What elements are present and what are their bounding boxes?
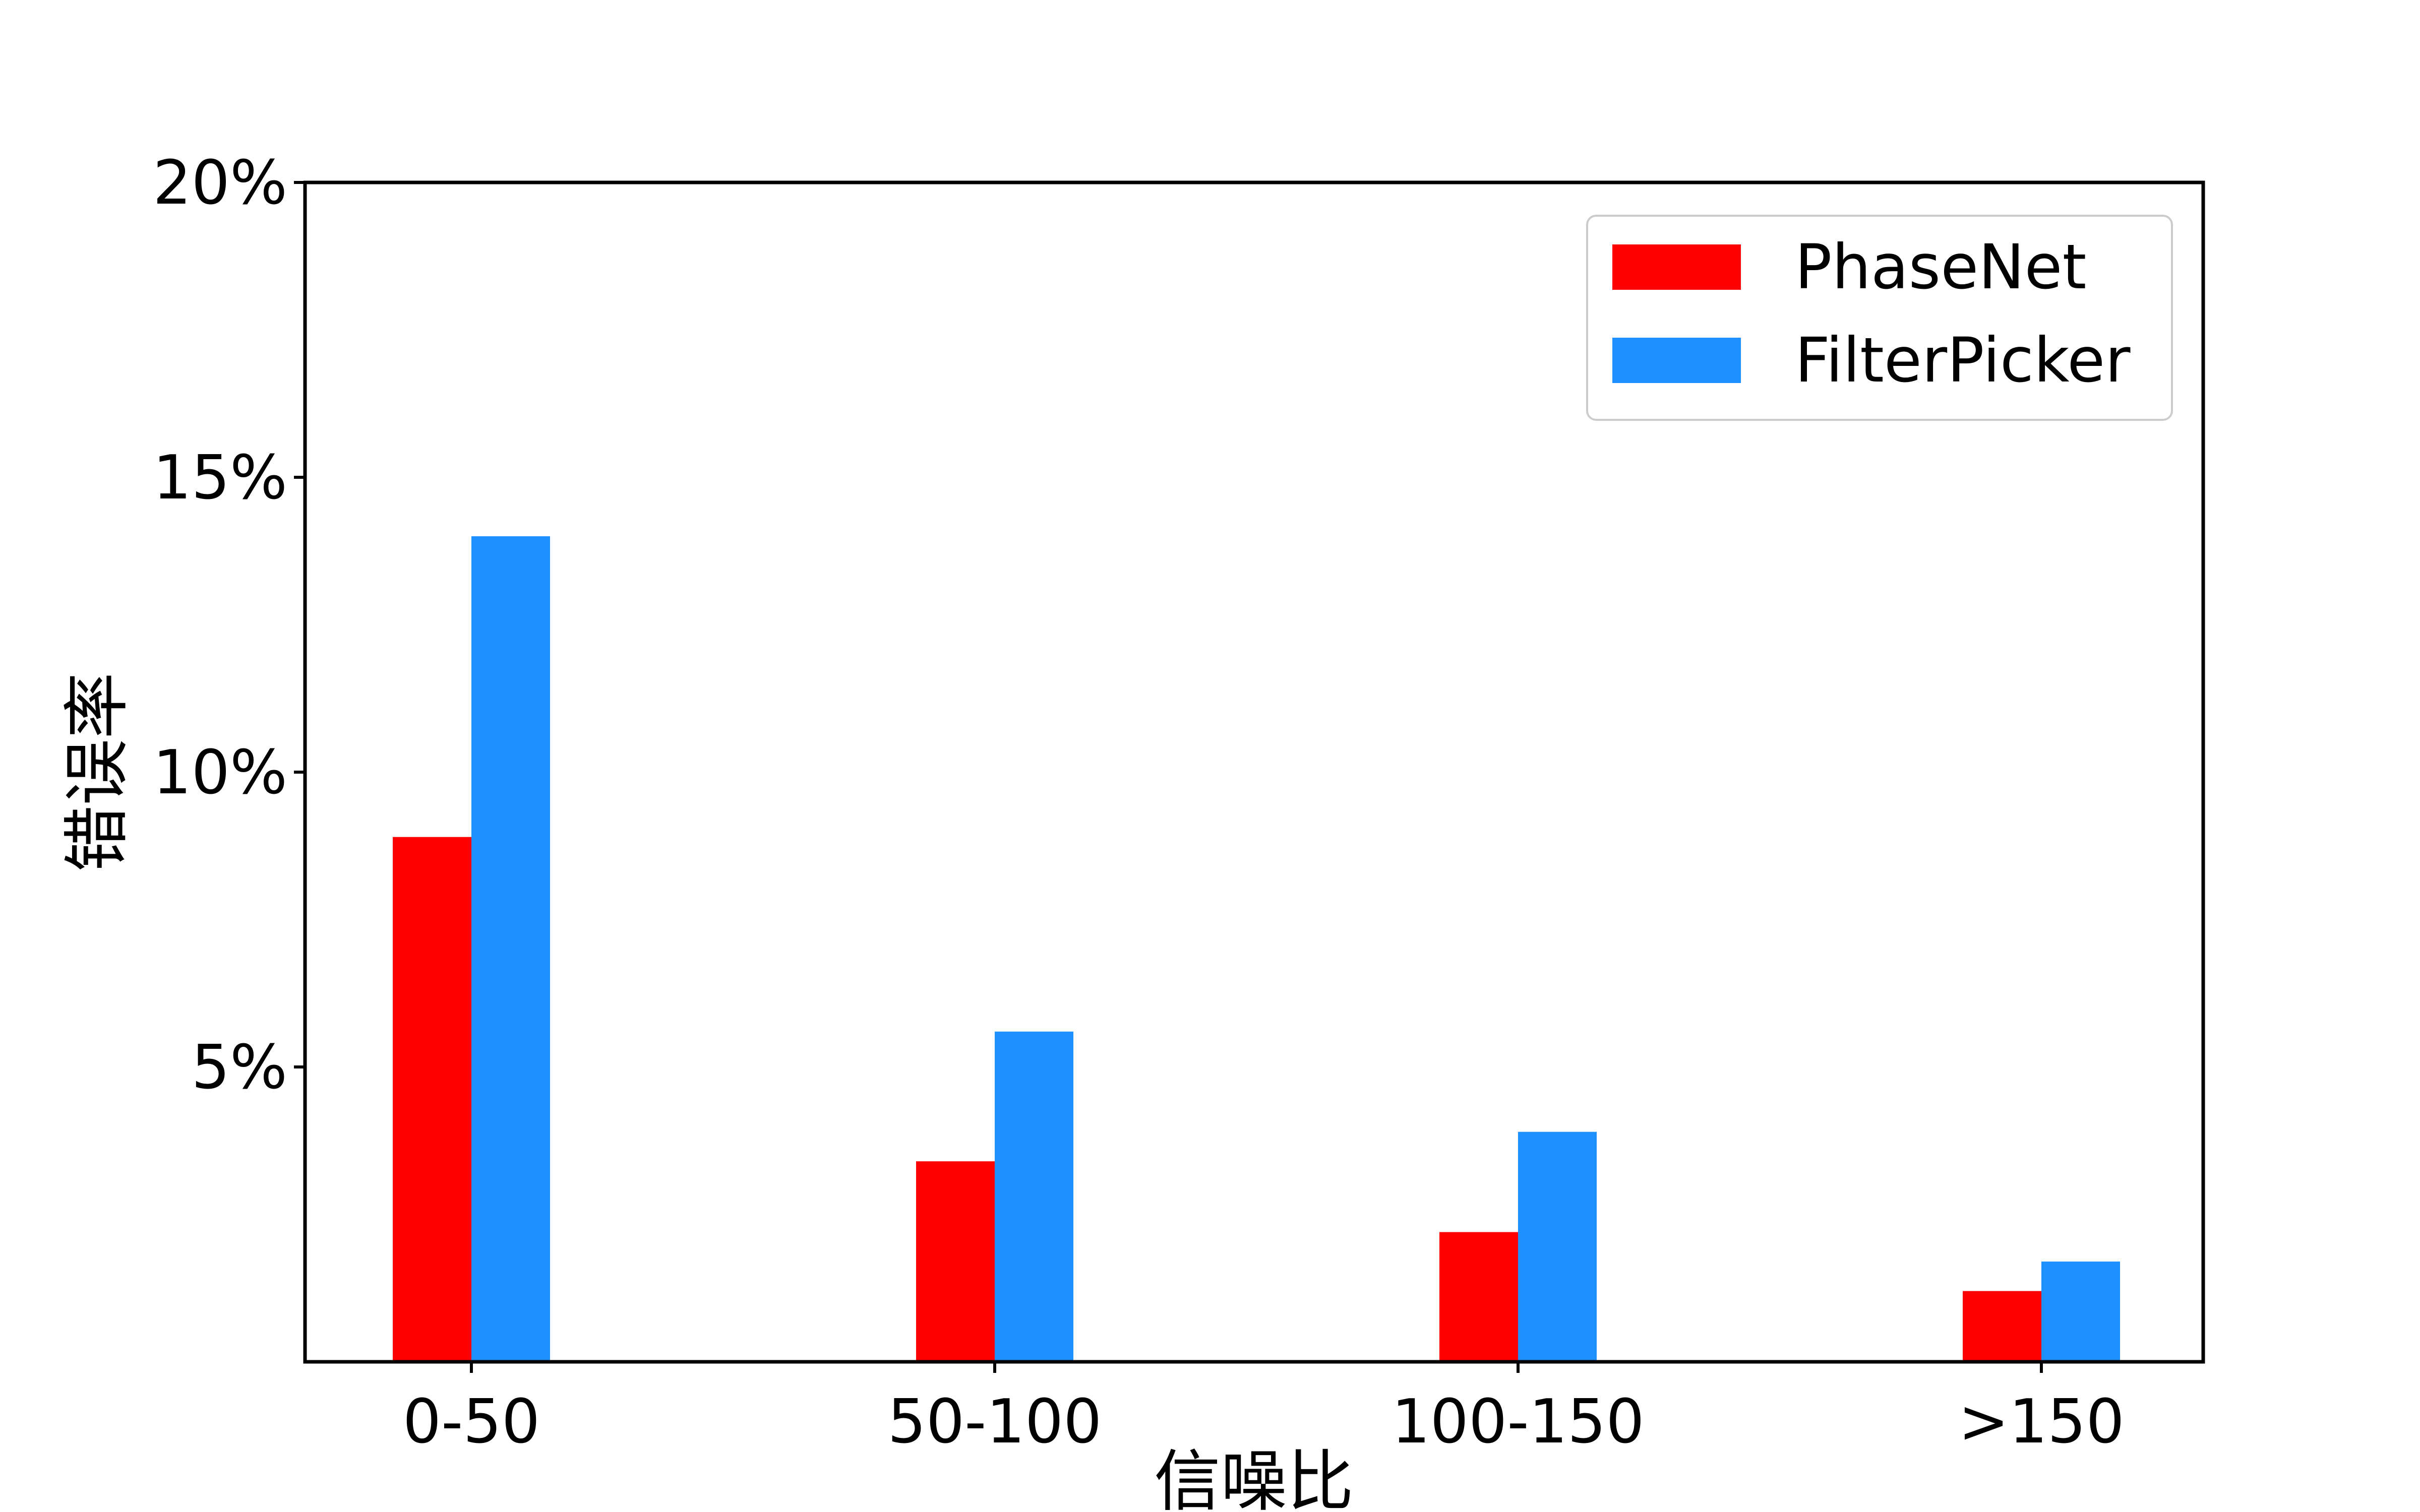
legend-label-phasenet: PhaseNet xyxy=(1795,231,2086,303)
x-tick-label: 50-100 xyxy=(887,1387,1102,1457)
x-tick-label: 0-50 xyxy=(403,1387,540,1457)
bar-filterpicker-2 xyxy=(995,1031,1073,1362)
y-axis: 5% 10% 15% 20% xyxy=(153,148,305,1103)
legend-label-filterpicker: FilterPicker xyxy=(1795,325,2131,396)
y-tick-label: 10% xyxy=(153,738,287,808)
bar-filterpicker-4 xyxy=(2041,1262,2120,1362)
bar-filterpicker-3 xyxy=(1518,1131,1597,1362)
y-tick-label: 15% xyxy=(153,443,287,513)
y-tick-label: 5% xyxy=(192,1033,287,1103)
x-tick-label: 100-150 xyxy=(1392,1387,1644,1457)
legend-swatch-phasenet xyxy=(1612,244,1741,290)
x-tick-label: >150 xyxy=(1958,1387,2125,1457)
bar-filterpicker-1 xyxy=(471,536,550,1362)
legend: PhaseNet FilterPicker xyxy=(1586,215,2173,421)
bars-group xyxy=(393,536,2120,1362)
bar-phasenet-4 xyxy=(1963,1291,2041,1362)
x-axis: 0-50 50-100 100-150 >150 xyxy=(403,1362,2125,1457)
bar-phasenet-2 xyxy=(916,1161,995,1362)
bar-phasenet-3 xyxy=(1439,1232,1518,1362)
y-tick-label: 20% xyxy=(153,148,287,218)
x-axis-title: 信噪比 xyxy=(1154,1443,1354,1512)
legend-swatch-filterpicker xyxy=(1612,338,1741,383)
bar-phasenet-1 xyxy=(393,837,471,1362)
y-axis-title: 错误率 xyxy=(58,672,136,872)
